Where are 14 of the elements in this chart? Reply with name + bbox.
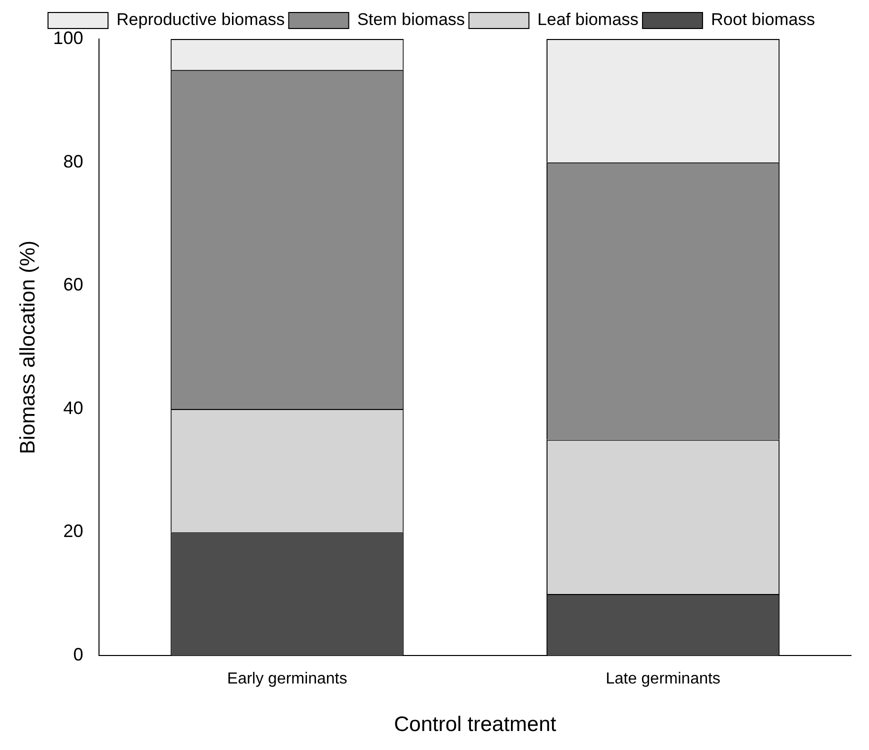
y-tick-label: 40	[63, 398, 84, 418]
legend-label: Root biomass	[711, 10, 815, 30]
y-tick-label: 0	[73, 644, 84, 665]
y-tick-label: 100	[53, 28, 84, 48]
y-tick-label: 60	[63, 274, 84, 295]
x-axis-title: Control treatment	[394, 713, 556, 736]
legend-label: Stem biomass	[357, 10, 465, 30]
x-tick-label: Late germinants	[606, 670, 720, 688]
legend-label: Leaf biomass	[537, 10, 639, 30]
legend-label: Reproductive biomass	[116, 10, 285, 30]
x-tick-label: Early germinants	[227, 670, 348, 688]
y-tick-label: 20	[63, 521, 84, 542]
y-axis-title: Biomass allocation (%)	[16, 240, 40, 454]
y-tick-label: 80	[63, 151, 84, 172]
